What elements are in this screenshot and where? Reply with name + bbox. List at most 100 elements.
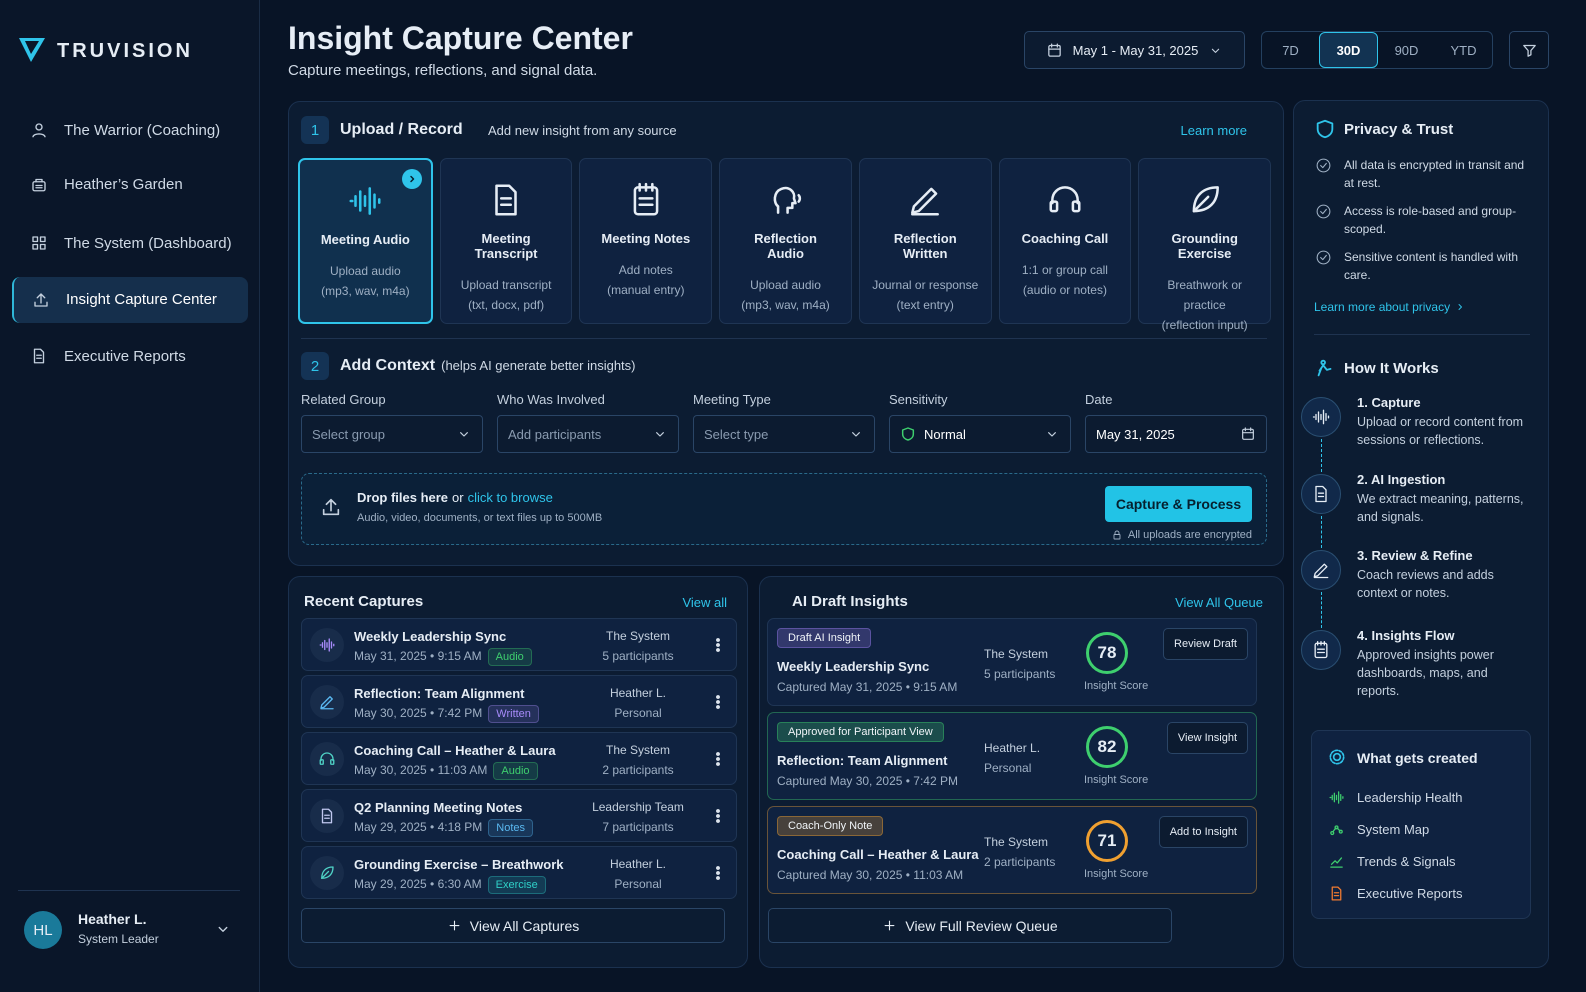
icon-part [321, 870, 330, 879]
capture-row[interactable]: Reflection: Team Alignment May 30, 2025 •… [301, 675, 737, 728]
capture-group: The System [605, 743, 671, 757]
icon [1186, 181, 1224, 219]
capture-icon [310, 685, 344, 719]
nav-item[interactable]: The System (Dashboard) [12, 220, 248, 266]
icon-part [19, 38, 45, 62]
nav-item[interactable]: Heather’s Garden [12, 161, 248, 207]
capture-row[interactable]: Coaching Call – Heather & Laura May 30, 2… [301, 732, 737, 785]
icon-part [716, 695, 720, 709]
panel-title: Privacy & Trust [1344, 121, 1454, 138]
source-title: Meeting Audio [320, 232, 410, 247]
icon-part [716, 876, 720, 880]
source-desc: Upload transcript (txt, docx, pdf) [461, 275, 552, 315]
source-card[interactable]: Grounding Exercise Breathwork or practice… [1138, 158, 1272, 332]
filter-button[interactable] [1509, 31, 1549, 69]
icon [1521, 42, 1538, 59]
nav-label: Heather’s Garden [64, 175, 183, 193]
icon [1046, 42, 1063, 59]
icon-part [716, 814, 720, 818]
row-menu[interactable] [708, 863, 728, 888]
secure-note: All uploads are encrypted [1111, 529, 1252, 541]
secure-text: All uploads are encrypted [1127, 529, 1252, 541]
period-button[interactable]: YTD [1450, 42, 1477, 58]
nav-item[interactable]: Insight Capture Center [12, 276, 248, 323]
nav-item[interactable]: Executive Reports [12, 333, 248, 379]
row-menu[interactable] [708, 806, 728, 831]
source-desc-line: (text entry) [896, 298, 954, 312]
source-card[interactable]: Meeting Notes Add notes (manual entry) [579, 158, 713, 324]
capture-row[interactable]: Weekly Leadership Sync May 31, 2025 • 9:1… [301, 618, 737, 671]
source-desc-line: Journal or response [872, 278, 979, 292]
icon-part [1320, 162, 1327, 169]
browse-link[interactable]: click to browse [467, 490, 553, 505]
insight-action[interactable]: View Insight [1166, 722, 1248, 754]
icon-part [460, 432, 468, 437]
dropzone[interactable]: Drop files here or click to browse Audio, v… [301, 473, 1267, 545]
icon [30, 121, 48, 139]
source-card[interactable]: Meeting Audio Upload audio (mp3, wav, m4a) [298, 158, 433, 324]
field-input[interactable]: May 31, 2025 [1085, 415, 1267, 453]
icon-part [1242, 427, 1254, 434]
field-input[interactable]: Normal [889, 415, 1071, 453]
source-card[interactable]: Reflection Audio Upload audio (mp3, wav, m… [719, 158, 852, 324]
capture-button[interactable]: Capture & Process [1105, 486, 1252, 522]
date-range: May 1 - May 31, 2025 [1072, 42, 1199, 58]
period-button[interactable]: 7D [1282, 42, 1299, 58]
nav-item[interactable]: The Warrior (Coaching) [12, 107, 248, 153]
view-review-queue-button[interactable]: View Full Review Queue [768, 908, 1172, 943]
field: Date May 31, 2025 [1085, 392, 1267, 453]
icon-part [1113, 530, 1121, 540]
created-box: What gets created Leadership Health System… [1311, 730, 1531, 919]
icon-part [1316, 119, 1334, 139]
icon-part [1317, 364, 1332, 377]
insight-action[interactable]: Review Draft [1163, 628, 1248, 660]
step-badge: 2 [301, 352, 329, 380]
privacy-item: Access is role-based and group-scoped. [1344, 204, 1517, 236]
date-range-picker[interactable]: May 1 - May 31, 2025 [1024, 31, 1245, 69]
user-menu[interactable]: HL Heather L. System Leader [24, 908, 244, 954]
view-all-captures-button[interactable]: View All Captures [301, 908, 725, 943]
created-item: Trends & Signals [1357, 854, 1456, 869]
icon [32, 291, 50, 309]
source-card[interactable]: Coaching Call 1:1 or group call (audio or … [998, 158, 1132, 324]
icon-part [32, 133, 46, 138]
row-menu[interactable] [708, 692, 728, 717]
capture-row[interactable]: Q2 Planning Meeting Notes May 29, 2025 • … [301, 789, 737, 842]
view-queue-link[interactable]: View All Queue [1175, 595, 1263, 610]
row-menu[interactable] [708, 749, 728, 774]
privacy-link[interactable]: Learn more about privacy [1314, 300, 1466, 314]
icon [1046, 181, 1084, 219]
icon-part [1048, 432, 1056, 437]
source-card[interactable]: Meeting Transcript Upload transcript (txt,… [439, 158, 573, 324]
source-cards: Meeting Audio Upload audio (mp3, wav, m4a)… [298, 158, 1272, 332]
icon-part [35, 123, 43, 131]
icon-part [716, 809, 720, 823]
icon-part [1314, 641, 1328, 659]
page-subtitle: Capture meetings, reflections, and signa… [288, 62, 598, 79]
step-title: 4. Insights Flow [1357, 628, 1455, 643]
divider [18, 890, 240, 891]
view-all-link[interactable]: View all [682, 595, 727, 610]
field-input[interactable]: Add participants [497, 415, 679, 453]
icon [1111, 529, 1123, 541]
user-name: Heather L. [78, 911, 147, 927]
source-desc: Breathwork or practice (reflection input) [1145, 275, 1264, 335]
learn-more-link[interactable]: Learn more [1180, 123, 1247, 138]
icon-part [1522, 44, 1536, 57]
icon-part [1320, 254, 1327, 261]
score-label: Insight Score [1084, 868, 1149, 880]
source-card[interactable]: Reflection Written Journal or response (te… [858, 158, 992, 324]
field-input[interactable]: Select type [693, 415, 875, 453]
icon-part [1242, 427, 1254, 440]
icon-part [32, 123, 46, 138]
row-menu[interactable] [708, 635, 728, 660]
icon-part [656, 432, 664, 437]
icon-part [449, 920, 460, 931]
insight-action[interactable]: Add to Insight [1158, 816, 1248, 848]
field-value: Add participants [508, 426, 602, 442]
period-button[interactable]: 90D [1394, 42, 1419, 58]
field-input[interactable]: Select group [301, 415, 483, 453]
period-button[interactable]: 30D [1319, 32, 1378, 68]
user-role: System Leader [78, 932, 159, 946]
capture-row[interactable]: Grounding Exercise – Breathwork May 29, 2… [301, 846, 737, 899]
